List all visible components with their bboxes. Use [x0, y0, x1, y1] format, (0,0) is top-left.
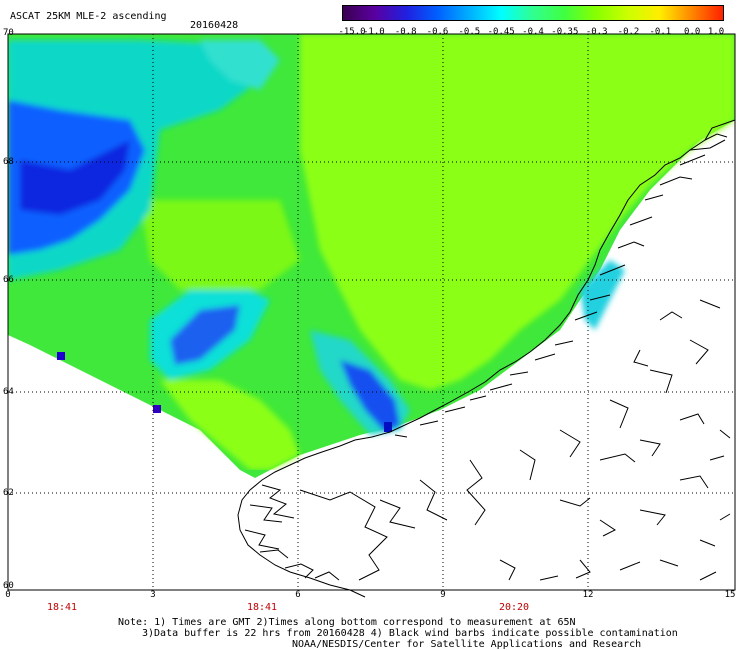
map-frame [7, 33, 736, 591]
colorbar-tick-label: -0.1 [649, 27, 672, 37]
lat-label-60: 60 [3, 581, 14, 591]
lat-label-64: 64 [3, 387, 14, 397]
lon-label-0: 0 [5, 590, 11, 600]
colorbar [342, 5, 724, 21]
blue-zone-coast [340, 360, 400, 432]
colorbar-tick-label: 1.0 [707, 27, 725, 37]
cyan-zone-coast-north [580, 260, 625, 330]
colorbar-tick-label: -0.6 [426, 27, 449, 37]
blue-spot [57, 352, 65, 360]
lat-label-70: 70 [3, 28, 14, 38]
colorbar-tick-label: -0.4 [522, 27, 544, 37]
cyan-zone-northwest [200, 40, 280, 90]
lime-zone-mid [140, 200, 300, 290]
lat-label-62: 62 [3, 488, 14, 498]
colorbar-tick-label: -0.3 [585, 27, 608, 37]
note-line-2: 3)Data buffer is 22 hrs from 20160428 4)… [142, 628, 678, 639]
time-label: 18:41 [46, 602, 78, 613]
wind-field [8, 34, 735, 478]
colorbar-tick-label: -0.35 [551, 27, 579, 37]
colorbar-tick-label: -15.0 [338, 27, 366, 37]
darkblue-zone-west [20, 140, 130, 215]
colorbar-tick-label: -0.2 [617, 27, 640, 37]
lon-label-9: 9 [440, 590, 446, 600]
lat-label-66: 66 [3, 275, 14, 285]
note-line-1: Note: 1) Times are GMT 2)Times along bot… [118, 617, 576, 628]
colorbar-tick-label: -0.45 [487, 27, 515, 37]
map-title: ASCAT 25KM MLE-2 ascending [10, 11, 167, 22]
graticule [8, 34, 735, 590]
colorbar-tick-label: -1.0 [362, 27, 385, 37]
lon-label-3: 3 [150, 590, 156, 600]
lat-label-68: 68 [3, 157, 14, 167]
lime-zone-east [300, 34, 735, 390]
blue-zone-center [170, 305, 240, 365]
note-line-3: NOAA/NESDIS/Center for Satellite Applica… [292, 639, 642, 650]
lime-zone-south [160, 380, 300, 470]
time-label: 18:41 [246, 602, 278, 613]
time-label: 20:20 [498, 602, 530, 613]
map-date: 20160428 [190, 20, 239, 31]
lon-label-6: 6 [295, 590, 301, 600]
lon-label-12: 12 [582, 590, 594, 600]
lon-label-15: 15 [724, 590, 736, 600]
blue-spot [153, 405, 161, 413]
colorbar-tick-label: 0.0 [684, 27, 701, 37]
colorbar-tick-label: -0.5 [458, 27, 481, 37]
colorbar-tick-label: -0.8 [394, 27, 417, 37]
blue-spot [384, 422, 392, 432]
